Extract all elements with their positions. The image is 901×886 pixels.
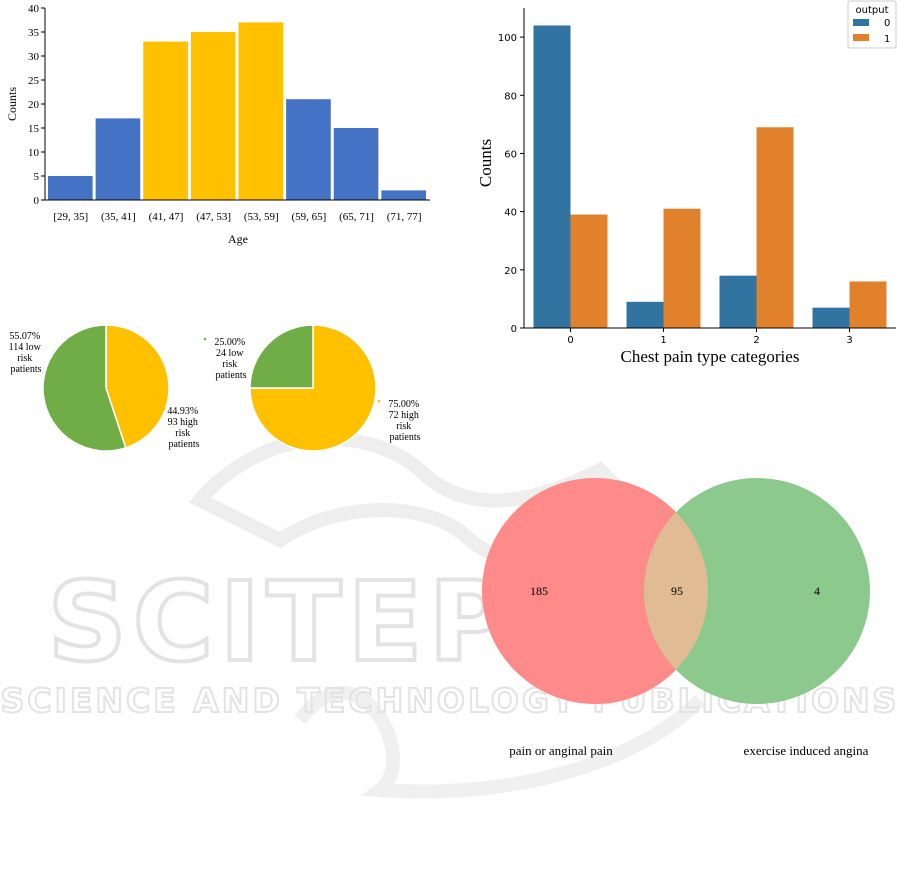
age-y-axis-label: Counts	[5, 87, 19, 121]
age-histogram-xticks: [29, 35] (35, 41] (41, 47] (47, 53] (53, 59]…	[53, 211, 421, 223]
pie-chart-2	[249, 324, 377, 452]
pie2-high-label: 75.00% 72 high risk patients	[388, 399, 421, 443]
pie1-slice-0	[105, 324, 170, 449]
venn-pain-set-label: pain or anginal pain	[509, 743, 613, 758]
pie1-low-label-line4: patients	[10, 364, 41, 375]
pie1-slice-1	[42, 324, 127, 452]
cp-bar-cat1-series0	[626, 301, 664, 328]
age-ytick-label-4: 20	[28, 99, 40, 111]
cp-legend-swatch-0	[853, 19, 869, 26]
pie2-low-label: 25.00% 24 low risk patients	[214, 337, 247, 381]
pie1-high-label-line1: 44.93%	[167, 406, 198, 417]
age-xtick-label-0: [29, 35]	[53, 211, 88, 223]
venn-exercise-only-count: 4	[814, 584, 820, 598]
age-bar-6	[333, 128, 379, 200]
pie2-high-label-line2: 72 high	[389, 410, 419, 421]
age-histogram-bars	[48, 22, 426, 201]
cp-ytick-label-3: 60	[504, 149, 517, 160]
age-bar-1	[95, 118, 141, 200]
cp-ytick-label-2: 40	[504, 208, 517, 219]
age-ytick-label-3: 15	[28, 123, 40, 135]
age-ytick-label-7: 35	[28, 27, 40, 39]
age-bar-3	[190, 32, 236, 200]
age-bar-2	[143, 41, 188, 200]
cp-legend-label-1: 1	[884, 34, 890, 45]
age-ytick-label-8: 40	[28, 3, 40, 15]
age-xtick-label-6: (65, 71]	[339, 211, 374, 223]
pie2-low-label-line2: 24 low	[216, 348, 244, 359]
cp-ytick-label-5: 100	[498, 33, 517, 44]
age-xtick-label-2: (41, 47]	[149, 211, 184, 223]
cp-bar-cat3-series0	[812, 307, 850, 328]
age-x-axis-label: Age	[228, 232, 248, 246]
cp-bar-cat2-series0	[719, 275, 757, 328]
pie2-low-label-line1: 25.00%	[214, 337, 245, 348]
age-ytick-label-2: 10	[28, 147, 40, 159]
cp-legend-title: output	[856, 5, 889, 16]
cp-y-axis-label: Counts	[476, 139, 495, 187]
venn-intersection-count: 95	[671, 584, 683, 598]
pie1-low-label-line3: risk	[17, 353, 32, 364]
pie2-high-label-marker	[377, 399, 381, 403]
pie1-high-label-line4: patients	[168, 439, 199, 450]
age-bar-0	[48, 176, 93, 200]
cp-xtick-label-0: 0	[567, 335, 573, 346]
age-xtick-label-4: (53, 59]	[244, 211, 279, 223]
age-xtick-label-3: (47, 53]	[196, 211, 231, 223]
age-xtick-label-5: (59, 65]	[292, 211, 327, 223]
pie2-low-label-marker	[203, 337, 207, 341]
cp-xtick-label-3: 3	[846, 335, 852, 346]
pie1-high-label-marker	[162, 407, 166, 411]
pie2-high-label-line4: patients	[389, 432, 420, 443]
age-histogram-yticks: 0 5 10 15 20 25 30 35 40	[28, 3, 45, 207]
chest-pain-xticks: 0 1 2 3	[567, 328, 853, 346]
age-ytick-label-6: 30	[28, 51, 40, 63]
cp-x-axis-label: Chest pain type categories	[621, 347, 800, 366]
cp-legend-swatch-1	[853, 34, 869, 41]
pie2-slice-1	[249, 324, 314, 389]
cp-ytick-label-0: 0	[511, 324, 517, 335]
cp-xtick-label-1: 1	[660, 335, 666, 346]
age-xtick-label-1: (35, 41]	[101, 211, 136, 223]
pie-chart-1	[42, 324, 170, 452]
age-xtick-label-7: (71, 77]	[387, 211, 422, 223]
age-ytick-label-0: 0	[34, 195, 40, 207]
cp-bar-cat0-series1	[570, 214, 608, 328]
pie1-high-label-line2: 93 high	[168, 417, 198, 428]
pie1-high-label-line3: risk	[175, 428, 190, 439]
cp-ytick-label-4: 80	[504, 91, 517, 102]
venn-set-pain-circle	[482, 478, 708, 704]
pie1-low-label: 55.07% 114 low risk patients	[9, 331, 44, 375]
cp-bar-cat0-series0	[533, 25, 571, 328]
venn-pain-only-count: 185	[530, 584, 548, 598]
cp-xtick-label-2: 2	[753, 335, 759, 346]
pie1-low-label-line1: 55.07%	[9, 331, 40, 342]
age-bar-5	[286, 99, 331, 200]
pie2-high-label-line3: risk	[396, 421, 411, 432]
cp-legend: output 0 1	[847, 0, 897, 49]
age-bar-4	[238, 22, 284, 201]
pie1-low-label-line2: 114 low	[9, 342, 42, 353]
chest-pain-yticks: 0 20 40 60 80 100	[498, 33, 524, 335]
age-ytick-label-1: 5	[34, 171, 40, 183]
venn-set-exercise-circle	[644, 478, 870, 704]
cp-legend-label-0: 0	[884, 18, 890, 29]
age-bar-7	[381, 190, 426, 200]
pie2-low-label-line3: risk	[222, 359, 237, 370]
pie2-low-label-line4: patients	[215, 370, 246, 381]
cp-ytick-label-1: 20	[504, 266, 517, 277]
cp-bar-cat3-series1	[849, 281, 887, 328]
pie2-high-label-line1: 75.00%	[388, 399, 419, 410]
pie1-high-label: 44.93% 93 high risk patients	[167, 406, 200, 450]
venn-exercise-set-label: exercise induced angina	[744, 743, 869, 758]
chest-pain-bars	[533, 25, 887, 328]
age-ytick-label-5: 25	[28, 75, 40, 87]
cp-bar-cat2-series1	[756, 127, 794, 328]
cp-bar-cat1-series1	[663, 208, 701, 328]
